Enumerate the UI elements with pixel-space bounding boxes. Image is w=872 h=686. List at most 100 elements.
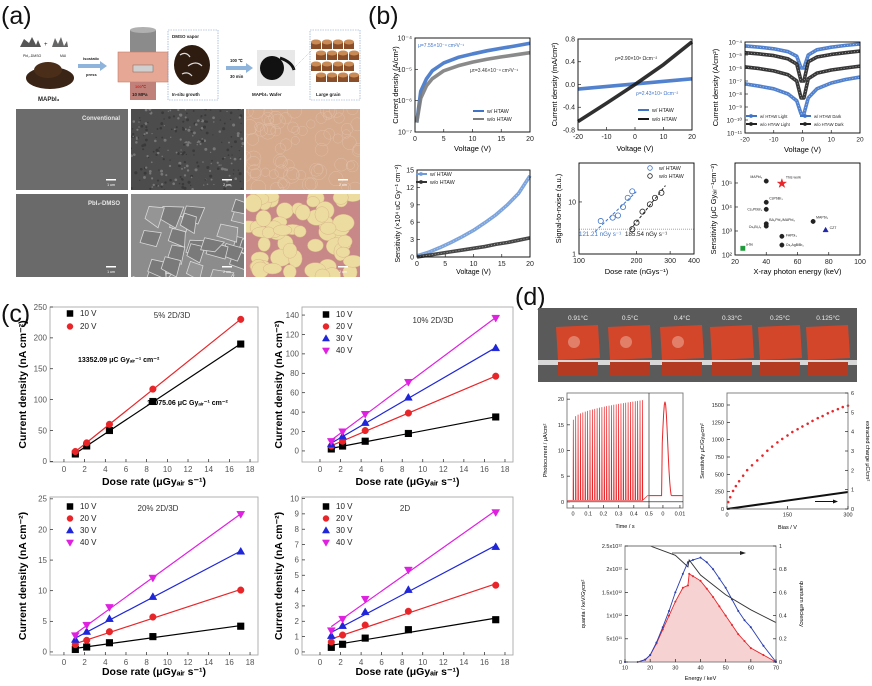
c3-series-0-point (83, 643, 91, 651)
c2-x-tick-label: 4 (359, 465, 364, 474)
c1-series-1-point (237, 315, 245, 323)
c1-series-1-point (71, 447, 79, 456)
grain-top (316, 72, 326, 78)
c3-series-0-fit-line (75, 624, 241, 649)
b1-series-0-line (414, 41, 531, 123)
dmso-vapor-inset-frame (167, 29, 219, 101)
chart-b5: 100 200 300 400 1 10 Dose rate (nGys⁻¹) Signal-… (554, 162, 700, 276)
b6-point-label: Cs₃Bi₂I₉ (749, 225, 762, 229)
c4-y-tick-label: 3 (295, 602, 300, 611)
c3-legend-item: 20 V (66, 514, 97, 523)
d4-x-tick-label: 20 (647, 666, 653, 672)
c2-legend-label: 30 V (336, 334, 353, 343)
c3-x-tick-label: 8 (144, 658, 149, 667)
d4-series-0-point (718, 605, 721, 608)
b3-x-tick-label: 10 (828, 137, 836, 144)
c2-legend-label: 10 V (336, 310, 353, 319)
b2-y-tick-label: -0.4 (563, 105, 575, 112)
c4-series-2-point (491, 542, 501, 550)
d4-series-1-point (667, 609, 671, 613)
sample-temperature-label: 0.91°C (568, 314, 588, 322)
d3-series-0-point (826, 411, 830, 415)
c4-series-2-point (403, 585, 413, 593)
optical-conventional-image: 2 um (246, 109, 360, 190)
c3-legend-label: 30 V (80, 526, 97, 535)
d3-x-tick-label: 0 (725, 513, 728, 519)
c4-legend-marker (322, 515, 330, 522)
b5-legend-item: w/o HTAW (647, 173, 684, 180)
c4-x-tick-label: 10 (418, 658, 427, 667)
b1-x-tick-label: 20 (526, 136, 534, 143)
b6-point (763, 199, 769, 205)
c1-legend-marker (66, 310, 74, 317)
d3-series-0-point (786, 434, 789, 437)
b6-point-label: MAPbI₃ (816, 215, 829, 219)
b3-y-tick-label: 10⁻⁴ (729, 39, 743, 46)
c2-series-3-fit-line (330, 317, 497, 441)
b4-legend-label: w/ HTAW (430, 172, 452, 178)
perovskite-sample (758, 325, 802, 360)
b6-point-label: Cs₂AgBiBr₆ (786, 243, 805, 247)
b6-point (810, 218, 816, 224)
d3-y2-tick-label: 0 (851, 507, 854, 513)
b5-x-tick-label: 100 (573, 258, 585, 265)
grain-top (327, 72, 337, 78)
d4-series-0-point (686, 584, 689, 587)
perovskite-sample (710, 325, 754, 360)
sample-temperature-label: 0.33°C (722, 314, 742, 322)
c2-y-axis-label: Current density (nA cm⁻²) (273, 320, 285, 448)
b1-legend-label: w/o HTAW (487, 117, 512, 123)
d3-y2-tick-label: 5 (851, 410, 854, 416)
c4-legend-label: 10 V (336, 502, 353, 511)
c1-series-0-fit-line (74, 343, 242, 454)
scale-bar (222, 179, 232, 181)
panel-label-c: (c) (1, 300, 30, 328)
c1-annotation: 11075.06 μC Gyₐᵢᵣ⁻¹ cm⁻² (147, 400, 229, 407)
b6-y-tick-label: 10² (722, 252, 733, 259)
c4-series-0-point (404, 626, 412, 634)
d4-y-axis-label: quanta / keV/Gycm² (581, 580, 587, 629)
c2-x-tick-label: 10 (418, 465, 427, 474)
b3-legend-marker (749, 114, 753, 118)
chart-b2: -20 -10 0 10 20 -0.8 -0.4 0.0 0.4 0.8 Voltage (V) C… (550, 36, 696, 153)
c1-series-1-point (105, 420, 113, 428)
c3-series-2-point (236, 546, 246, 555)
d4-series-1-point (762, 644, 765, 647)
d4-series-0-point (667, 614, 671, 617)
c1-series-1-fit-line (74, 318, 242, 453)
b6-point-label: BA₂PbI₄/MAPbI₃ (769, 218, 795, 222)
c2-series (326, 314, 501, 453)
scale-bar (338, 266, 348, 268)
c1-x-tick-label: 12 (184, 465, 193, 474)
c3-x-tick-label: 2 (82, 658, 87, 667)
d4-series-0-point (674, 600, 677, 603)
b3-series (744, 42, 861, 116)
micrograph-row-label: PbI₂-DMSO (88, 201, 120, 207)
c3-y-tick-label: 25 (38, 495, 47, 504)
c2-series-2-point (403, 392, 413, 401)
c3-series-1-point (237, 586, 245, 594)
c1-y-tick-label: 200 (34, 334, 48, 343)
d4-y2-tick-label: 0.6 (779, 590, 787, 596)
b6-point (822, 226, 829, 233)
sem-conventional-surface-image: Conventional 1 um (16, 109, 128, 190)
chart-b3: -20 -10 0 10 20 10⁻¹¹ 10⁻¹⁰ 10⁻⁹ 10⁻⁸ 10⁻⁷ 10⁻⁶ 10⁻… (711, 39, 864, 154)
b1-y-tick-label: 10⁻⁴ (398, 35, 413, 42)
c3-series-3-point (70, 632, 80, 641)
b5-series-0-point (624, 194, 631, 201)
c2-x-tick-label: 18 (501, 465, 510, 474)
d4-series-0-point (688, 572, 691, 575)
c4-legend-label: 20 V (336, 514, 353, 523)
c3-series-3-fit-line (74, 513, 242, 635)
c3-x-tick-label: 6 (124, 658, 129, 667)
d3-x-tick-label: 150 (783, 513, 792, 519)
b3-y-tick-label: 10⁻⁹ (729, 104, 743, 111)
sample-temperature-label: 0.125°C (816, 314, 840, 322)
sem-pbi2-dmso-surface-image: PbI₂-DMSO 1 um (16, 194, 128, 277)
chart-b1: 0 5 10 15 20 10⁻⁷ 10⁻⁶ 10⁻⁵ 10⁻⁴ Voltage (V) Curre… (391, 35, 534, 153)
b5-legend-label: w/o HTAW (659, 174, 684, 180)
b6-point (776, 177, 788, 189)
c2-title: 10% 2D/3D (413, 316, 454, 325)
d2-x-tick-label: 0.2 (600, 512, 608, 518)
